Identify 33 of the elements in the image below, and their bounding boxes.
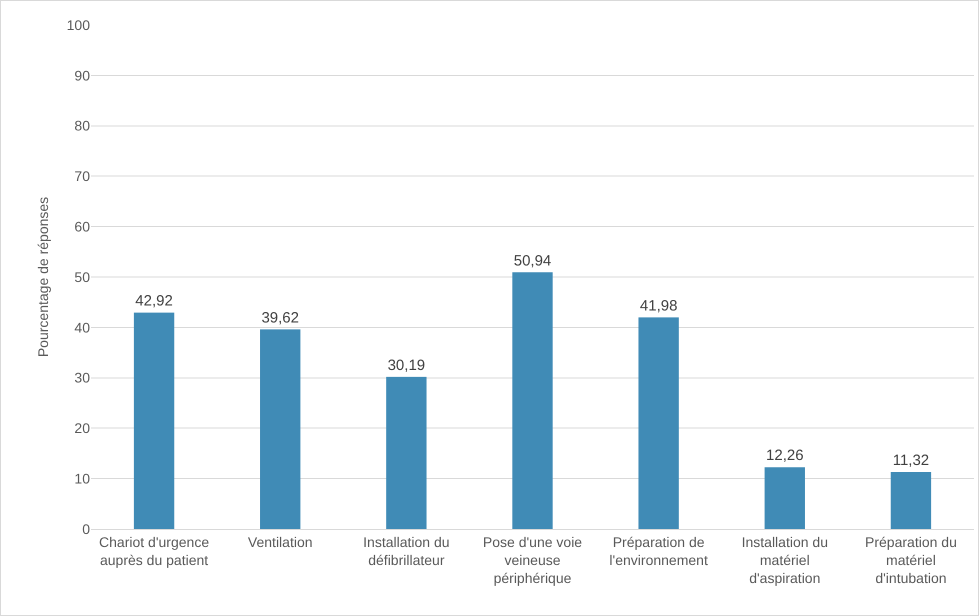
y-tick-label: 100 [66,16,90,33]
bar [134,312,174,529]
y-tick-label: 30 [74,370,90,386]
bar [638,317,679,529]
x-tick-label: Ventilation [248,534,313,550]
x-tick-label: Installation du défibrillateur [363,534,450,568]
y-tick-label: 0 [82,520,90,537]
x-tick-label: Installation du matériel d'aspiration [742,534,828,586]
bar [512,272,553,529]
y-tick-label: 20 [74,420,90,436]
bar [386,376,427,529]
data-label: 12,26 [766,447,804,464]
bar [260,329,300,529]
data-label: 11,32 [892,452,930,469]
y-tick-label: 60 [74,218,90,234]
bar [764,467,805,529]
data-label: 39,62 [261,309,299,326]
y-tick-label: 40 [74,319,90,336]
y-axis-title: Pourcentage de réponses [35,196,52,358]
y-tick-label: 70 [74,168,90,184]
x-tick-label: Préparation du matériel d'intubation [865,534,957,586]
data-label: 42,92 [135,292,173,310]
y-tick-label: 50 [74,268,90,285]
data-label: 50,94 [514,252,552,270]
data-label: 30,19 [388,356,426,374]
x-tick-label: Pose d'une voie veineuse périphérique [482,534,582,586]
y-tick-label: 80 [74,118,90,134]
y-tick-label: 90 [74,67,90,84]
x-tick-label: Chariot d'urgence auprès du patient [99,534,210,568]
x-tick-label: Préparation de l'environnement [609,534,708,568]
y-tick-label: 10 [74,470,90,486]
bar [890,472,932,529]
data-label: 41,98 [640,297,678,314]
